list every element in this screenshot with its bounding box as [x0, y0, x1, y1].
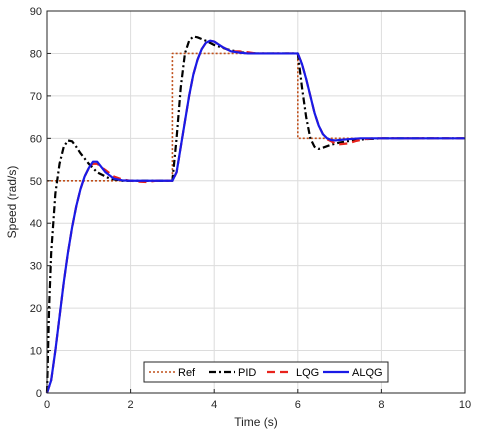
y-axis: 0 10 20 30 40 50 60 70 80 90 [30, 6, 51, 400]
y-tick-label: 40 [30, 218, 42, 230]
x-axis: 0 2 4 6 8 10 [44, 389, 471, 411]
x-tick-label: 4 [211, 399, 217, 411]
series-line-pid [45, 35, 465, 394]
legend-entry-pid: PID [209, 367, 256, 379]
x-tick-label: 10 [459, 399, 471, 411]
x-tick-label: 6 [295, 399, 301, 411]
y-tick-label: 20 [30, 303, 42, 315]
legend: Ref PID LQG ALQG [143, 361, 389, 383]
legend-label: Ref [178, 367, 196, 379]
legend-box [143, 361, 389, 383]
plot-background [47, 11, 465, 393]
y-tick-label: 0 [36, 388, 42, 400]
y-tick-label: 30 [30, 261, 42, 273]
legend-entry-alqg: ALQG [323, 367, 383, 379]
legend-entry-lqg: LQG [267, 367, 319, 379]
y-tick-label: 90 [30, 6, 42, 18]
y-tick-label: 10 [30, 346, 42, 358]
y-tick-label: 60 [30, 133, 42, 145]
legend-entry-ref: Ref [149, 367, 196, 379]
y-tick-label: 50 [30, 176, 42, 188]
x-axis-label: Time (s) [234, 415, 278, 429]
y-tick-label: 70 [30, 91, 42, 103]
y-tick-label: 80 [30, 48, 42, 60]
legend-label: PID [238, 367, 256, 379]
x-tick-label: 0 [44, 399, 50, 411]
series-layer [45, 35, 465, 394]
legend-label: LQG [296, 367, 319, 379]
plot-frame [46, 10, 466, 394]
series-line-alqg [45, 39, 465, 394]
y-axis-label: Speed (rad/s) [5, 166, 19, 239]
x-tick-label: 2 [128, 399, 134, 411]
x-tick-label: 8 [378, 399, 384, 411]
legend-label: ALQG [352, 367, 383, 379]
